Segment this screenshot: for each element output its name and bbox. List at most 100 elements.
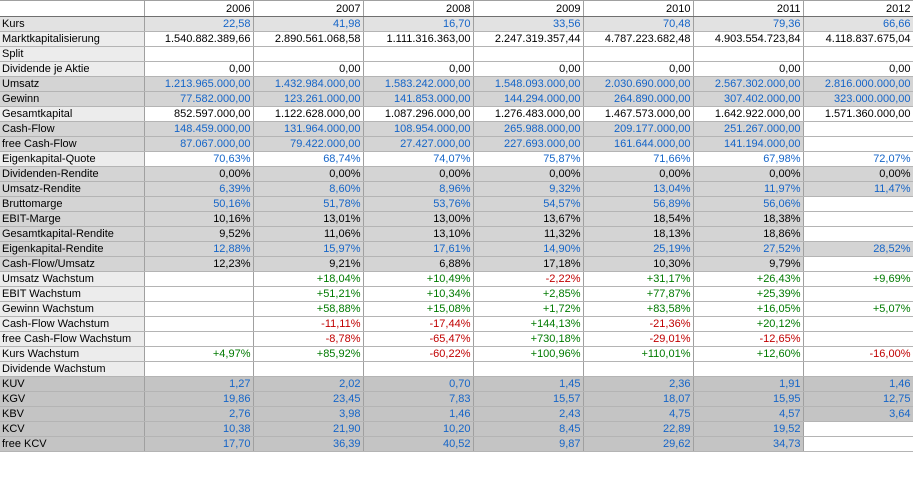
- data-cell[interactable]: 0,00: [253, 61, 364, 77]
- data-cell[interactable]: 50,16%: [144, 196, 254, 212]
- year-header-cell[interactable]: 2011: [693, 0, 804, 17]
- data-cell[interactable]: [583, 46, 694, 62]
- data-cell[interactable]: +2,85%: [473, 286, 584, 302]
- data-cell[interactable]: 6,88%: [363, 256, 474, 272]
- row-label[interactable]: Dividende je Aktie: [0, 61, 145, 77]
- data-cell[interactable]: 17,61%: [363, 241, 474, 257]
- data-cell[interactable]: 56,06%: [693, 196, 804, 212]
- data-cell[interactable]: 70,48: [583, 16, 694, 32]
- data-cell[interactable]: 34,73: [693, 436, 804, 452]
- data-cell[interactable]: [803, 316, 913, 332]
- data-cell[interactable]: 4.787.223.682,48: [583, 31, 694, 47]
- data-cell[interactable]: 2.890.561.068,58: [253, 31, 364, 47]
- row-label[interactable]: Eigenkapital-Rendite: [0, 241, 145, 257]
- data-cell[interactable]: 9,87: [473, 436, 584, 452]
- data-cell[interactable]: 11,06%: [253, 226, 364, 242]
- data-cell[interactable]: +4,97%: [144, 346, 254, 362]
- data-cell[interactable]: 7,83: [363, 391, 474, 407]
- data-cell[interactable]: 67,98%: [693, 151, 804, 167]
- data-cell[interactable]: +110,01%: [583, 346, 694, 362]
- data-cell[interactable]: 1.642.922.000,00: [693, 106, 804, 122]
- row-label[interactable]: Eigenkapital-Quote: [0, 151, 145, 167]
- data-cell[interactable]: 141.194.000,00: [693, 136, 804, 152]
- data-cell[interactable]: 1,46: [363, 406, 474, 422]
- data-cell[interactable]: 1,91: [693, 376, 804, 392]
- data-cell[interactable]: 0,00%: [693, 166, 804, 182]
- data-cell[interactable]: 108.954.000,00: [363, 121, 474, 137]
- data-cell[interactable]: +5,07%: [803, 301, 913, 317]
- data-cell[interactable]: 227.693.000,00: [473, 136, 584, 152]
- row-label[interactable]: EBIT-Marge: [0, 211, 145, 227]
- data-cell[interactable]: [803, 256, 913, 272]
- data-cell[interactable]: 13,01%: [253, 211, 364, 227]
- data-cell[interactable]: 19,52: [693, 421, 804, 437]
- data-cell[interactable]: 11,97%: [693, 181, 804, 197]
- data-cell[interactable]: 17,18%: [473, 256, 584, 272]
- row-label[interactable]: KGV: [0, 391, 145, 407]
- data-cell[interactable]: 3,64: [803, 406, 913, 422]
- data-cell[interactable]: 10,30%: [583, 256, 694, 272]
- row-label[interactable]: Gesamtkapital: [0, 106, 145, 122]
- data-cell[interactable]: [803, 226, 913, 242]
- data-cell[interactable]: 13,10%: [363, 226, 474, 242]
- data-cell[interactable]: 72,07%: [803, 151, 913, 167]
- data-cell[interactable]: 2.030.690.000,00: [583, 76, 694, 92]
- year-header-cell[interactable]: 2008: [363, 0, 474, 17]
- data-cell[interactable]: 1.467.573.000,00: [583, 106, 694, 122]
- data-cell[interactable]: 12,88%: [144, 241, 254, 257]
- data-cell[interactable]: 18,13%: [583, 226, 694, 242]
- data-cell[interactable]: +18,04%: [253, 271, 364, 287]
- row-label[interactable]: free Cash-Flow Wachstum: [0, 331, 145, 347]
- data-cell[interactable]: [803, 136, 913, 152]
- data-cell[interactable]: +31,17%: [583, 271, 694, 287]
- data-cell[interactable]: 18,07: [583, 391, 694, 407]
- data-cell[interactable]: [803, 421, 913, 437]
- data-cell[interactable]: +85,92%: [253, 346, 364, 362]
- data-cell[interactable]: -16,00%: [803, 346, 913, 362]
- data-cell[interactable]: [803, 436, 913, 452]
- data-cell[interactable]: 16,70: [363, 16, 474, 32]
- data-cell[interactable]: 53,76%: [363, 196, 474, 212]
- data-cell[interactable]: 2,36: [583, 376, 694, 392]
- data-cell[interactable]: +58,88%: [253, 301, 364, 317]
- data-cell[interactable]: 0,00%: [583, 166, 694, 182]
- data-cell[interactable]: -12,65%: [693, 331, 804, 347]
- data-cell[interactable]: [583, 361, 694, 377]
- data-cell[interactable]: -65,47%: [363, 331, 474, 347]
- data-cell[interactable]: 19,86: [144, 391, 254, 407]
- data-cell[interactable]: 13,67%: [473, 211, 584, 227]
- data-cell[interactable]: -17,44%: [363, 316, 474, 332]
- data-cell[interactable]: -8,78%: [253, 331, 364, 347]
- data-cell[interactable]: 144.294.000,00: [473, 91, 584, 107]
- year-header-cell[interactable]: 2006: [144, 0, 254, 17]
- data-cell[interactable]: 27,52%: [693, 241, 804, 257]
- data-cell[interactable]: 12,23%: [144, 256, 254, 272]
- data-cell[interactable]: 209.177.000,00: [583, 121, 694, 137]
- data-cell[interactable]: 15,95: [693, 391, 804, 407]
- data-cell[interactable]: 74,07%: [363, 151, 474, 167]
- data-cell[interactable]: 9,79%: [693, 256, 804, 272]
- data-cell[interactable]: 0,00: [473, 61, 584, 77]
- data-cell[interactable]: 1.276.483.000,00: [473, 106, 584, 122]
- data-cell[interactable]: [803, 46, 913, 62]
- data-cell[interactable]: -29,01%: [583, 331, 694, 347]
- row-label[interactable]: Dividenden-Rendite: [0, 166, 145, 182]
- data-cell[interactable]: 10,20: [363, 421, 474, 437]
- row-label[interactable]: EBIT Wachstum: [0, 286, 145, 302]
- data-cell[interactable]: 0,00: [363, 61, 474, 77]
- data-cell[interactable]: +25,39%: [693, 286, 804, 302]
- data-cell[interactable]: [693, 46, 804, 62]
- data-cell[interactable]: 36,39: [253, 436, 364, 452]
- data-cell[interactable]: 18,54%: [583, 211, 694, 227]
- data-cell[interactable]: 251.267.000,00: [693, 121, 804, 137]
- year-header-cell[interactable]: 2010: [583, 0, 694, 17]
- data-cell[interactable]: 10,38: [144, 421, 254, 437]
- data-cell[interactable]: 2.816.000.000,00: [803, 76, 913, 92]
- data-cell[interactable]: 27.427.000,00: [363, 136, 474, 152]
- row-label[interactable]: Dividende Wachstum: [0, 361, 145, 377]
- data-cell[interactable]: +12,60%: [693, 346, 804, 362]
- row-label[interactable]: Bruttomarge: [0, 196, 145, 212]
- data-cell[interactable]: [144, 271, 254, 287]
- row-label[interactable]: Gesamtkapital-Rendite: [0, 226, 145, 242]
- data-cell[interactable]: 4.118.837.675,04: [803, 31, 913, 47]
